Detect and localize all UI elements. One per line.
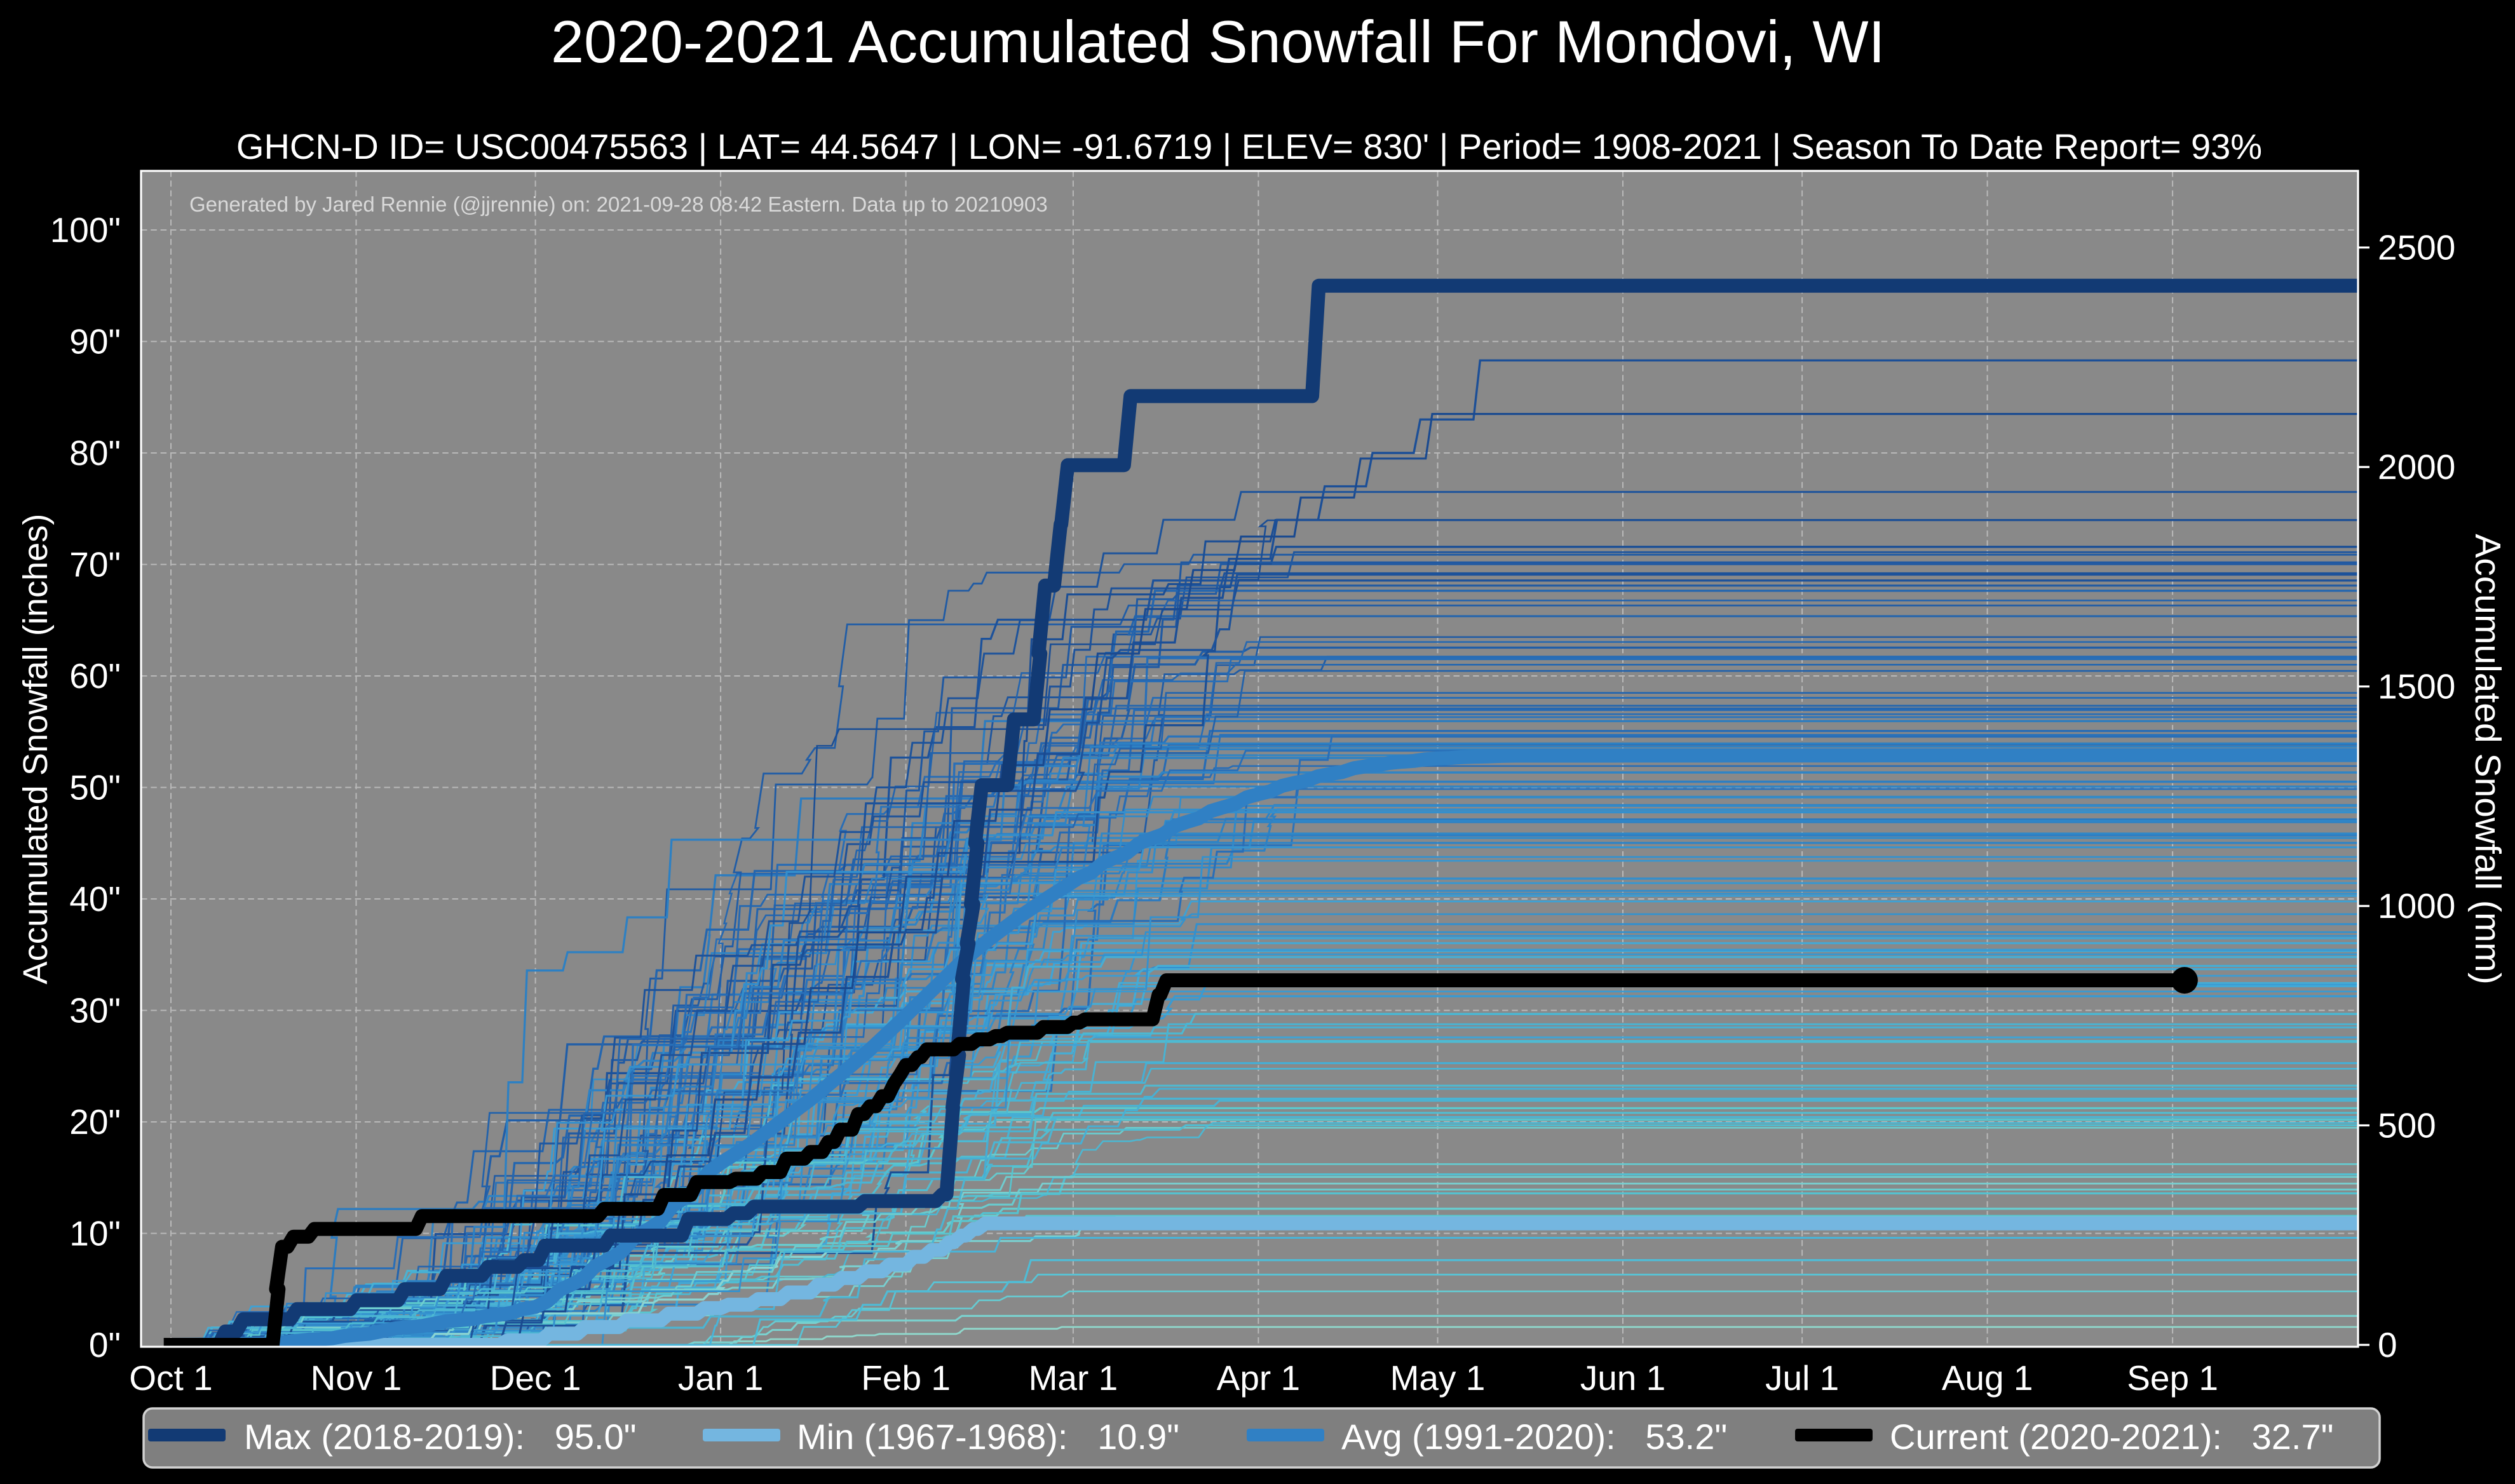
- svg-text:Max (2018-2019): 95.0": Max (2018-2019): 95.0": [244, 1417, 637, 1457]
- svg-text:Jul 1: Jul 1: [1765, 1358, 1839, 1398]
- svg-text:Aug 1: Aug 1: [1942, 1358, 2033, 1398]
- svg-text:Apr 1: Apr 1: [1217, 1358, 1300, 1398]
- svg-text:May 1: May 1: [1390, 1358, 1486, 1398]
- svg-text:Jan 1: Jan 1: [678, 1358, 764, 1398]
- svg-text:1500: 1500: [2378, 667, 2455, 706]
- svg-text:GHCN-D ID= USC00475563 | LAT=: GHCN-D ID= USC00475563 | LAT= 44.5647 | …: [236, 126, 2262, 166]
- svg-text:20": 20": [69, 1102, 121, 1142]
- svg-text:Generated by Jared Rennie (@jj: Generated by Jared Rennie (@jjrennie) on…: [189, 192, 1048, 216]
- svg-text:0: 0: [2378, 1325, 2397, 1365]
- svg-text:Min (1967-1968): 10.9": Min (1967-1968): 10.9": [797, 1417, 1179, 1457]
- svg-text:Avg (1991-2020): 53.2": Avg (1991-2020): 53.2": [1341, 1417, 1727, 1457]
- svg-text:2000: 2000: [2378, 447, 2455, 487]
- svg-text:Mar 1: Mar 1: [1029, 1358, 1118, 1398]
- svg-text:30": 30": [69, 991, 121, 1030]
- svg-text:0": 0": [89, 1325, 121, 1365]
- svg-text:2500: 2500: [2378, 228, 2455, 267]
- svg-text:Jun 1: Jun 1: [1580, 1358, 1666, 1398]
- svg-text:Accumulated Snowfall (mm): Accumulated Snowfall (mm): [2467, 534, 2508, 985]
- svg-text:10": 10": [69, 1214, 121, 1253]
- svg-text:1000: 1000: [2378, 886, 2455, 926]
- svg-text:2020-2021 Accumulated Snowfall: 2020-2021 Accumulated Snowfall For Mondo…: [551, 8, 1885, 75]
- svg-text:Feb 1: Feb 1: [861, 1358, 951, 1398]
- svg-text:50": 50": [69, 768, 121, 807]
- svg-text:Sep 1: Sep 1: [2127, 1358, 2218, 1398]
- svg-text:80": 80": [69, 433, 121, 473]
- svg-text:Oct 1: Oct 1: [129, 1358, 212, 1398]
- svg-text:Accumulated Snowfall (inches): Accumulated Snowfall (inches): [17, 514, 55, 985]
- svg-text:70": 70": [69, 545, 121, 584]
- svg-text:500: 500: [2378, 1106, 2436, 1145]
- svg-text:40": 40": [69, 879, 121, 919]
- svg-text:Nov 1: Nov 1: [311, 1358, 402, 1398]
- svg-text:90": 90": [69, 322, 121, 361]
- svg-text:Current (2020-2021): 32.7": Current (2020-2021): 32.7": [1890, 1417, 2334, 1457]
- svg-text:60": 60": [69, 656, 121, 696]
- svg-text:Dec 1: Dec 1: [490, 1358, 581, 1398]
- svg-text:100": 100": [50, 210, 121, 250]
